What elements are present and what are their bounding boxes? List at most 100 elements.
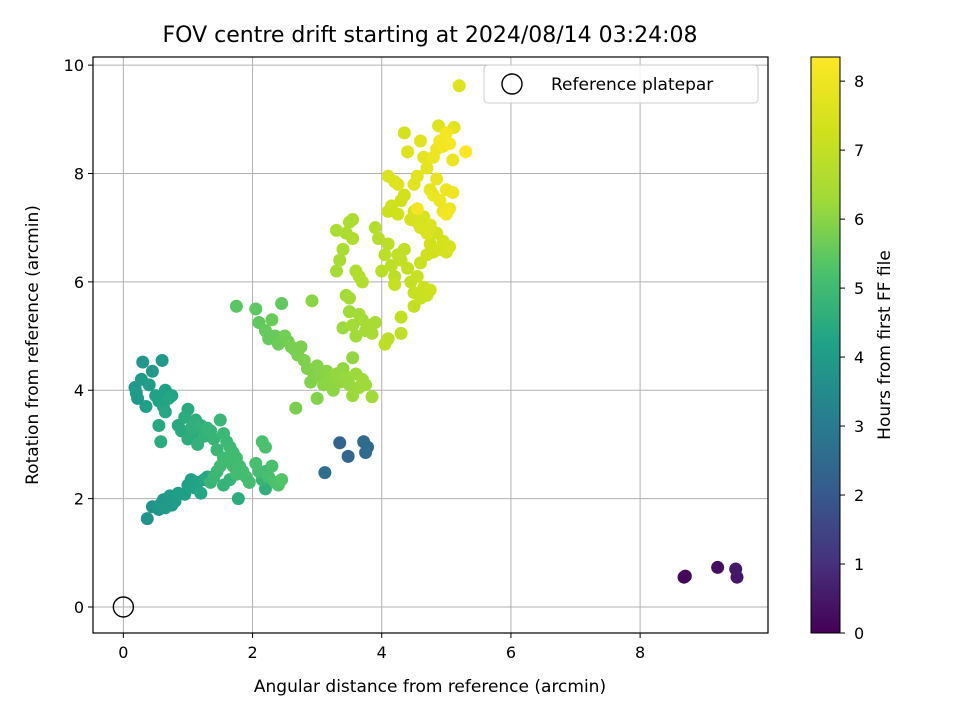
scatter-point: [452, 79, 466, 93]
x-tick-label: 6: [506, 643, 516, 662]
colorbar-tick-label: 2: [854, 486, 864, 505]
scatter-point: [346, 318, 360, 332]
scatter-point: [139, 400, 153, 414]
scatter-point: [349, 329, 363, 343]
scatter-point: [678, 569, 692, 583]
colorbar-tick-label: 6: [854, 210, 864, 229]
scatter-point: [410, 202, 424, 216]
x-tick-label: 4: [377, 643, 387, 662]
scatter-point: [355, 275, 369, 289]
scatter-point: [401, 145, 415, 159]
scatter-point: [129, 386, 143, 400]
scatter-point: [394, 326, 408, 340]
y-tick-label: 2: [74, 490, 84, 509]
plot-frame: [92, 56, 769, 634]
scatter-point: [359, 446, 373, 460]
scatter-point: [391, 207, 405, 221]
y-tick-label: 8: [74, 165, 84, 184]
scatter-point: [275, 297, 289, 311]
scatter-point: [152, 418, 166, 432]
colorbar-tick-label: 7: [854, 141, 864, 160]
scatter-point: [333, 253, 347, 267]
colorbar-tick-label: 0: [854, 624, 864, 643]
y-axis-title: Rotation from reference (arcmin): [23, 205, 43, 485]
scatter-point: [330, 264, 344, 278]
scatter-point: [729, 562, 743, 576]
scatter-point: [265, 313, 279, 327]
scatter-point: [155, 353, 169, 367]
scatter-point: [213, 413, 227, 427]
scatter-point: [346, 351, 360, 365]
scatter-point: [365, 390, 379, 404]
scatter-point: [154, 435, 168, 449]
reference-marker: [112, 596, 135, 618]
scatter-point: [231, 492, 245, 506]
grid-lines: [93, 57, 768, 633]
scatter-point: [443, 137, 457, 151]
scatter-point: [249, 302, 263, 316]
scatter-point: [443, 240, 457, 254]
scatter-point: [430, 172, 444, 186]
scatter-point: [711, 560, 725, 574]
scatter-point: [178, 410, 192, 424]
colorbar-tick-label: 4: [854, 348, 864, 367]
scatter-point: [194, 486, 208, 500]
scatter-point: [368, 221, 382, 235]
scatter-point: [394, 310, 408, 324]
scatter-point: [216, 478, 230, 492]
scatter-point: [207, 432, 221, 446]
scatter-point: [381, 332, 395, 346]
scatter-point: [346, 232, 360, 246]
scatter-point: [439, 126, 453, 140]
scatter-point: [423, 218, 437, 232]
scatter-point: [342, 291, 356, 305]
scatter-point: [417, 150, 431, 164]
scatter-point: [336, 242, 350, 256]
colorbar-tick-label: 1: [854, 555, 864, 574]
colorbar-title: Hours from first FF file: [875, 250, 895, 440]
scatter-point: [310, 391, 324, 405]
scatter-point: [368, 316, 382, 330]
scatter-point: [294, 340, 308, 354]
scatter-point: [333, 436, 347, 450]
scatter-point: [275, 473, 289, 487]
scatter-points: [128, 79, 744, 584]
scatter-point: [375, 264, 389, 278]
scatter-point: [136, 355, 150, 369]
scatter-point: [372, 232, 386, 246]
scatter-point: [249, 456, 263, 470]
colorbar: [810, 56, 841, 634]
colorbar-tick-label: 8: [854, 72, 864, 91]
scatter-point: [140, 512, 154, 526]
legend-box: [483, 64, 759, 104]
y-tick-label: 6: [74, 273, 84, 292]
scatter-point: [446, 153, 460, 167]
scatter-point: [289, 401, 303, 415]
scatter-point: [446, 185, 460, 199]
scatter-point: [433, 194, 447, 208]
scatter-point: [420, 161, 434, 175]
scatter-point: [346, 213, 360, 227]
scatter-point: [397, 126, 411, 140]
scatter-point: [318, 466, 332, 480]
scatter-point: [142, 378, 156, 392]
scatter-point: [220, 454, 234, 468]
scatter-point: [310, 359, 324, 373]
x-axis-ticks: 0 2 4 6 8: [118, 633, 645, 662]
scatter-point: [330, 223, 344, 237]
y-tick-label: 0: [74, 598, 84, 617]
scatter-point: [258, 440, 272, 454]
colorbar-tick-label: 5: [854, 279, 864, 298]
scatter-point: [365, 326, 379, 340]
scatter-point: [158, 405, 172, 419]
scatter-point: [162, 391, 176, 405]
scatter-point: [384, 259, 398, 273]
legend-marker: [501, 73, 523, 95]
scatter-point: [397, 242, 411, 256]
scatter-point: [265, 459, 279, 473]
x-tick-label: 8: [635, 643, 645, 662]
reference-marker-group: [112, 596, 135, 618]
y-axis-ticks: 0 2 4 6 8 10: [64, 56, 93, 617]
scatter-point: [359, 378, 373, 392]
